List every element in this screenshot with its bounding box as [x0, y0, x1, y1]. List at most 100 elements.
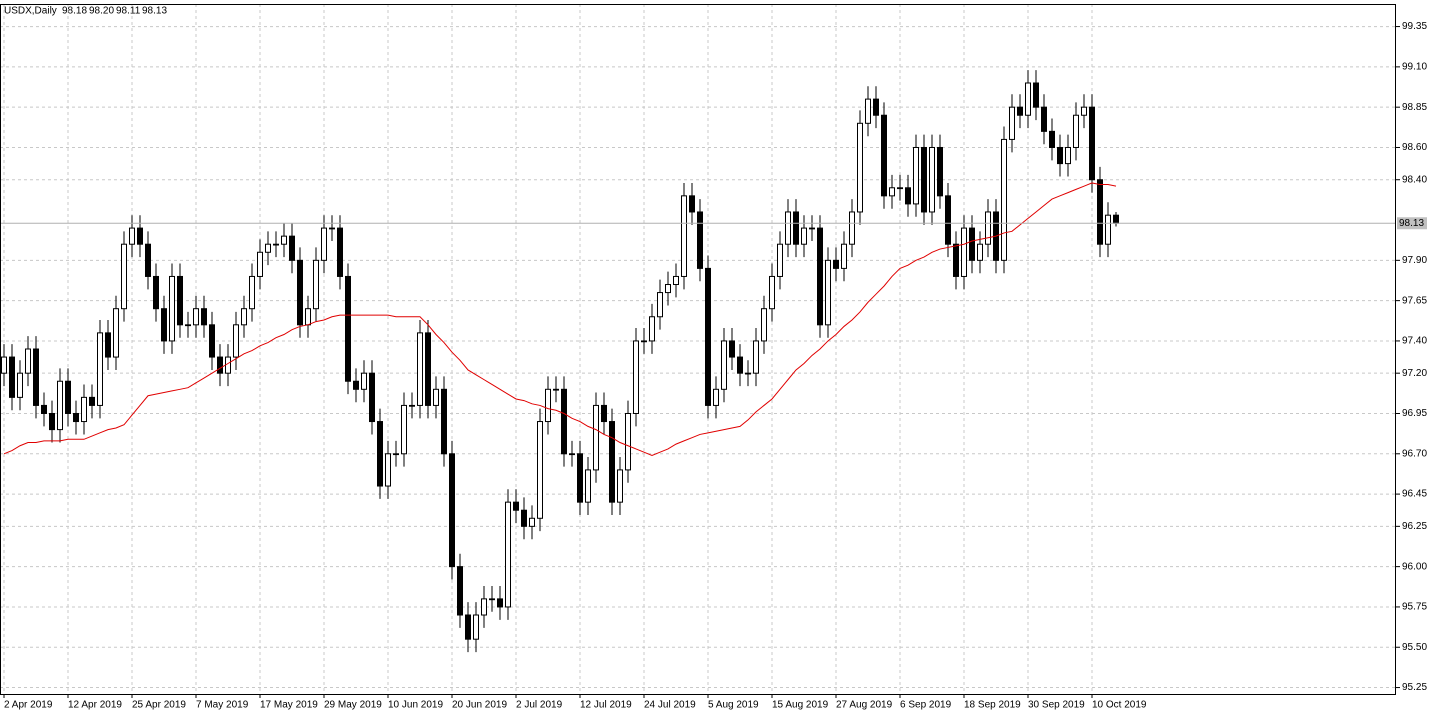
candle-body [289, 235, 295, 261]
candle-body [521, 509, 527, 527]
y-tick-label: 96.25 [1402, 521, 1427, 532]
candle-body [793, 211, 799, 245]
x-tick-label: 10 Jun 2019 [388, 700, 443, 711]
x-tick-label: 6 Sep 2019 [900, 700, 952, 711]
moving-average [3, 182, 1117, 456]
y-tick-label: 96.00 [1402, 561, 1427, 572]
candle-body [385, 453, 391, 487]
candle-body [969, 227, 975, 261]
candle-body [97, 332, 103, 406]
candle-body [809, 227, 815, 230]
current-price-label: 98.13 [1399, 218, 1424, 229]
candle-body [761, 308, 767, 342]
current-price-box [1397, 217, 1427, 230]
candle-body [513, 501, 519, 511]
candle-body [865, 98, 871, 124]
x-tick-label: 5 Aug 2019 [708, 700, 759, 711]
candle-body [833, 259, 839, 269]
candle-body [161, 308, 167, 342]
candle-body [1057, 146, 1063, 165]
candle-body [697, 211, 703, 269]
candle-body [985, 211, 991, 245]
candle-body [329, 227, 335, 230]
candle-body [529, 517, 535, 527]
candle-body [625, 412, 631, 471]
candle-body [473, 614, 479, 640]
candle-body [417, 332, 423, 406]
candle-body [1033, 82, 1039, 108]
candle-body [201, 308, 207, 326]
x-tick-label: 17 May 2019 [260, 700, 318, 711]
candle-body [537, 421, 543, 519]
candle-body [657, 292, 663, 318]
candle-body [609, 421, 615, 503]
candle-body [569, 453, 575, 456]
candle-body [177, 275, 183, 326]
candle-body [425, 332, 431, 406]
candle-body [729, 340, 735, 358]
candle-body [113, 308, 119, 358]
candle-body [1001, 138, 1007, 261]
x-tick-label: 2 Apr 2019 [4, 700, 53, 711]
candle-body [41, 404, 47, 414]
y-tick-label: 97.65 [1402, 295, 1427, 306]
candle-body [57, 380, 63, 431]
candle-body [217, 356, 223, 374]
candle-body [153, 275, 159, 310]
candle-body [953, 243, 959, 277]
candle-body [65, 380, 71, 414]
candle-body [457, 566, 463, 616]
candle-body [121, 243, 127, 310]
candle-body [1, 356, 7, 374]
candle-body [505, 501, 511, 608]
candle-body [1097, 179, 1103, 245]
x-tick-label: 25 Apr 2019 [132, 700, 186, 711]
candle-body [33, 348, 39, 406]
candle-body [929, 146, 935, 213]
candle-body [209, 324, 215, 358]
candle-body [73, 412, 79, 423]
candle-body [377, 421, 383, 487]
candle-body [649, 316, 655, 342]
y-tick-label: 97.90 [1402, 255, 1427, 266]
y-tick-label: 99.10 [1402, 62, 1427, 73]
candle-body [825, 259, 831, 326]
candle-body [745, 372, 751, 375]
candle-body [913, 146, 919, 205]
candle-body [169, 275, 175, 342]
candle-body [49, 412, 55, 431]
x-tick-label: 10 Oct 2019 [1092, 700, 1147, 711]
candle-body [9, 356, 15, 398]
candle-body [593, 404, 599, 471]
y-tick-label: 97.40 [1402, 336, 1427, 347]
symbol: USDX,Daily [4, 6, 57, 17]
candle-body [689, 195, 695, 213]
candle-body [497, 598, 503, 608]
candle-body [873, 98, 879, 116]
x-tick-label: 2 Jul 2019 [516, 700, 563, 711]
x-tick-label: 12 Apr 2019 [68, 700, 122, 711]
candle-body [1073, 114, 1079, 148]
y-tick-label: 99.35 [1402, 21, 1427, 32]
candle-body [841, 243, 847, 269]
candle-body [17, 372, 23, 398]
candle-body [489, 598, 495, 601]
candle-body [1113, 214, 1119, 224]
candle-body [441, 388, 447, 455]
y-tick-label: 97.20 [1402, 368, 1427, 379]
candle-body [849, 211, 855, 245]
candle-body [1081, 106, 1087, 116]
candle-body [361, 372, 367, 390]
candle-body [249, 275, 255, 310]
candle-body [785, 211, 791, 245]
candle-body [633, 340, 639, 414]
candle-body [753, 340, 759, 374]
y-tick-label: 98.40 [1402, 174, 1427, 185]
candle-body [281, 235, 287, 245]
candle-body [889, 187, 895, 197]
candle-body [937, 146, 943, 197]
x-tick-label: 15 Aug 2019 [772, 700, 829, 711]
x-tick-label: 20 Jun 2019 [452, 700, 507, 711]
candle-body [1065, 146, 1071, 165]
